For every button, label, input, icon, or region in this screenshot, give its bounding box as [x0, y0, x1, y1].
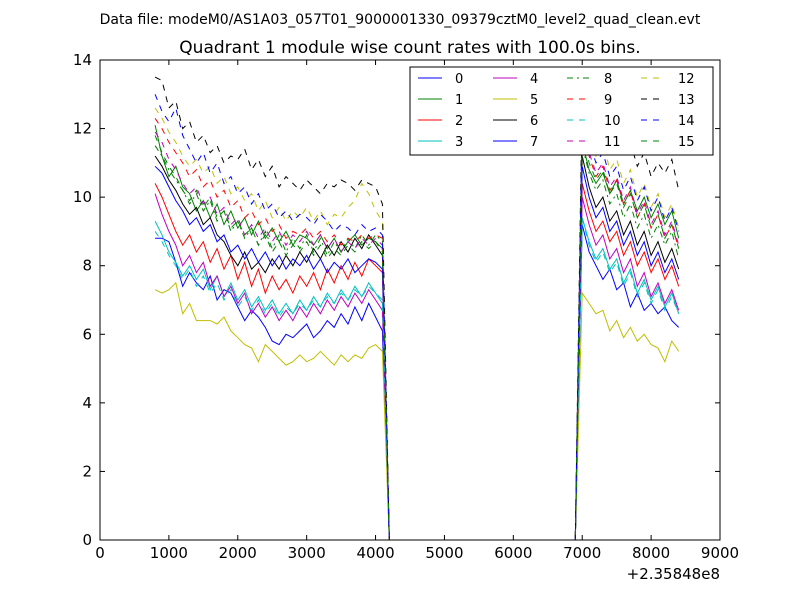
chart-title: Quadrant 1 module wise count rates with … [179, 38, 640, 58]
series-line-8 [154, 145, 680, 541]
legend-label-10: 10 [604, 114, 621, 129]
legend-label-9: 9 [604, 93, 612, 108]
series-line-1 [154, 124, 680, 541]
series-line-2 [154, 183, 680, 541]
y-tick-label: 8 [82, 257, 92, 275]
series-line-9 [154, 118, 680, 541]
legend-label-14: 14 [678, 114, 695, 129]
x-tick-label: 3000 [288, 544, 326, 562]
legend-label-6: 6 [530, 114, 538, 129]
legend-box [409, 66, 714, 156]
legend-label-2: 2 [455, 114, 463, 129]
series-line-15 [154, 131, 680, 541]
series-line-6 [154, 155, 680, 541]
legend-label-1: 1 [455, 93, 463, 108]
legend-label-3: 3 [455, 135, 463, 150]
x-tick-label: 5000 [425, 544, 463, 562]
legend-label-0: 0 [455, 72, 463, 87]
y-tick-label: 6 [82, 325, 92, 343]
x-tick-label: 7000 [563, 544, 601, 562]
y-tick-label: 2 [82, 462, 92, 480]
x-tick-label: 6000 [494, 544, 532, 562]
y-tick-label: 0 [82, 531, 92, 549]
x-tick-label: 8000 [632, 544, 670, 562]
series-line-14 [154, 94, 680, 541]
legend-label-15: 15 [678, 135, 695, 150]
legend-label-12: 12 [678, 72, 695, 87]
chart-suptitle: Data file: modeM0/AS1A03_057T01_90000013… [100, 12, 701, 28]
legend-label-13: 13 [678, 93, 695, 108]
x-tick-label: 4000 [356, 544, 394, 562]
y-tick-label: 12 [73, 120, 92, 138]
legend-label-8: 8 [604, 72, 612, 87]
series-line-0 [155, 224, 680, 541]
plot-frame [99, 59, 721, 541]
y-tick-label: 4 [82, 394, 92, 412]
x-tick-label: 1000 [150, 544, 188, 562]
x-tick-label: 0 [95, 544, 105, 562]
legend-label-5: 5 [530, 93, 538, 108]
series-line-5 [154, 281, 680, 541]
x-tick-label: 9000 [701, 544, 739, 562]
series-line-12 [154, 100, 680, 541]
y-tick-label: 14 [73, 51, 92, 69]
series-line-4 [154, 193, 680, 541]
legend-label-11: 11 [604, 135, 621, 150]
legend-label-7: 7 [530, 135, 538, 150]
axes-ticks: 0 1000 2000 3000 4000 5000 6000 7000 8000 9000 0 2 4… [73, 51, 739, 562]
x-offset-label: +2.35848e8 [627, 565, 720, 583]
y-tick-label: 10 [73, 188, 92, 206]
x-tick-label: 2000 [219, 544, 257, 562]
legend-label-4: 4 [530, 72, 538, 87]
